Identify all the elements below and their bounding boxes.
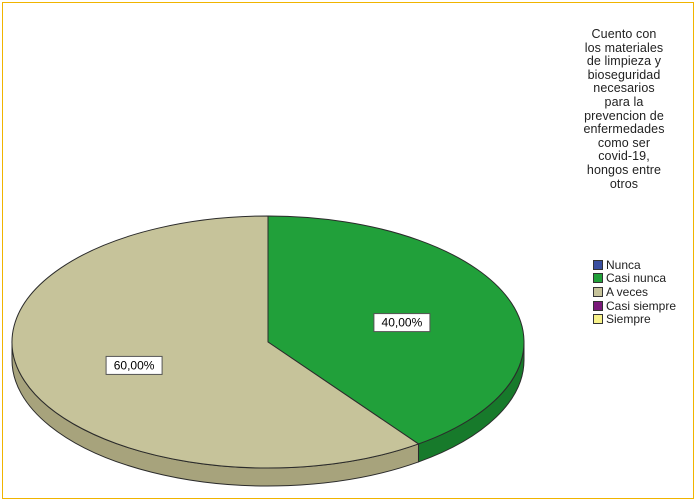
legend: Nunca Casi nunca A veces Casi siempre Siempr… <box>593 258 676 326</box>
legend-title-line: los materiales <box>584 40 664 55</box>
pie-data-label: 40,00% <box>382 316 423 330</box>
legend-title-line: covid-19, <box>598 149 650 164</box>
legend-title-line: hongos entre <box>586 162 662 177</box>
legend-swatch <box>593 300 603 311</box>
legend-label: Casi nunca <box>606 271 667 286</box>
pie-label-box <box>105 355 163 375</box>
legend-item: Siempre <box>593 312 676 326</box>
legend-title-line: Cuento con <box>591 27 657 41</box>
pie-slice <box>11 215 420 469</box>
legend-item: Casi siempre <box>593 299 676 313</box>
legend-item: Casi nunca <box>593 271 676 286</box>
legend-title-line: bioseguridad <box>587 67 661 82</box>
legend-label: Nunca <box>606 257 641 272</box>
legend-title-line: otros <box>609 176 639 191</box>
legend-label: Casi siempre <box>606 298 677 313</box>
legend-item: A veces <box>593 285 676 299</box>
legend-item: Nunca <box>593 258 676 272</box>
legend-swatch <box>593 273 603 284</box>
pie-top <box>11 215 525 469</box>
pie-label-box <box>373 313 431 333</box>
legend-title: Cuento con los materiales de limpieza y bio… <box>553 27 695 191</box>
pie-labels: 40,00% 60,00% <box>105 313 431 375</box>
legend-title-line: prevencion de <box>584 108 664 123</box>
legend-label: Siempre <box>606 312 651 327</box>
legend-title-line: como ser <box>597 135 651 150</box>
legend-title-line: de limpieza y <box>586 54 662 69</box>
legend-title-line: para la <box>604 94 644 109</box>
legend-swatch <box>593 314 603 325</box>
legend-swatch <box>593 286 603 297</box>
legend-label: A veces <box>606 284 649 299</box>
legend-title-line: necesarios <box>593 81 655 96</box>
pie-data-label: 60,00% <box>114 358 155 372</box>
legend-title-line: enfermedades <box>583 122 665 137</box>
legend-swatch <box>593 259 603 270</box>
